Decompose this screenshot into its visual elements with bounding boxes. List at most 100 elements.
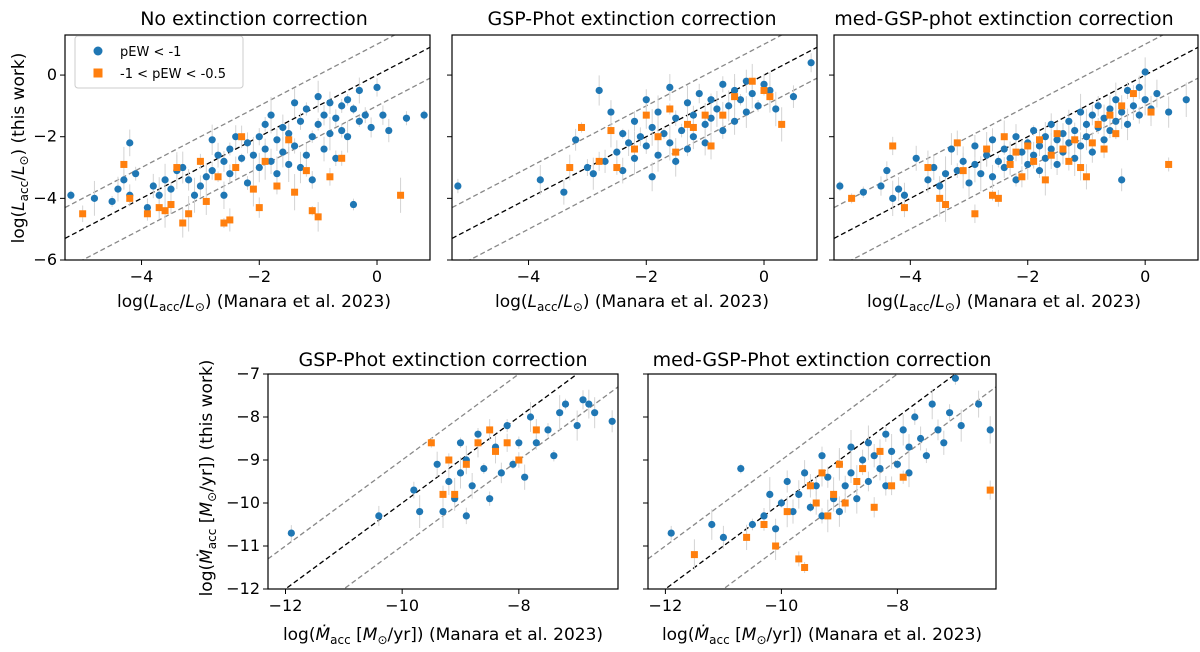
data-point-pew-strong — [1082, 120, 1091, 128]
axes-frame — [64, 34, 431, 261]
data-point-pew-strong — [1006, 154, 1014, 162]
data-point-pew-strong — [595, 86, 603, 95]
data-point-pew-weak — [1100, 145, 1108, 153]
x-tick-label: −10 — [765, 596, 799, 615]
data-point-pew-strong — [379, 111, 387, 119]
data-point-pew-strong — [859, 188, 867, 196]
data-point-pew-strong — [332, 114, 340, 122]
data-point-pew-strong — [583, 163, 592, 172]
y-tick-label: −11 — [226, 536, 260, 555]
data-point-pew-strong — [226, 145, 234, 153]
data-point-pew-strong — [783, 477, 791, 486]
data-point-pew-weak — [179, 219, 187, 227]
data-point-pew-weak — [683, 120, 691, 128]
data-point-pew-strong — [255, 163, 263, 172]
data-point-pew-strong — [320, 145, 328, 153]
data-point-pew-strong — [608, 417, 616, 425]
data-point-pew-strong — [572, 136, 580, 144]
data-point-pew-strong — [556, 409, 564, 417]
axes-frame — [451, 34, 818, 261]
data-point-pew-strong — [544, 426, 552, 434]
data-point-pew-strong — [642, 96, 650, 104]
data-point-pew-strong — [420, 111, 428, 119]
data-point-pew-weak — [214, 173, 222, 181]
x-tick-label: 0 — [372, 267, 382, 286]
data-point-pew-weak — [613, 164, 621, 172]
data-point-pew-weak — [719, 111, 727, 119]
data-point-pew-strong — [889, 194, 897, 202]
y-tick-label: −8 — [236, 407, 260, 426]
x-tick-label: −8 — [886, 596, 910, 615]
data-point-pew-strong — [1135, 111, 1143, 119]
data-point-pew-strong — [486, 495, 494, 503]
data-point-pew-weak — [888, 482, 896, 490]
data-point-pew-weak — [989, 191, 997, 199]
data-point-pew-weak — [1030, 157, 1038, 165]
data-point-pew-weak — [1082, 173, 1090, 181]
data-point-pew-strong — [689, 133, 697, 141]
one-to-one-line — [452, 46, 817, 240]
x-tick-label: −4 — [130, 267, 154, 286]
data-point-pew-strong — [143, 204, 152, 212]
panel-5-xlabel: log(Ṁacc [M⊙/yr]) (Manara et al. 2023) — [662, 624, 982, 647]
data-point-pew-strong — [1071, 154, 1079, 162]
x-tick-label: −2 — [1016, 267, 1040, 286]
data-point-pew-weak — [607, 127, 615, 135]
data-point-pew-strong — [930, 163, 938, 172]
data-point-pew-weak — [566, 164, 574, 172]
data-point-pew-weak — [196, 157, 204, 165]
data-point-pew-strong — [497, 469, 505, 477]
data-point-pew-weak — [1071, 136, 1079, 144]
data-point-pew-weak — [778, 120, 786, 128]
panel-4-ylabel: log(Ṁacc [M⊙/yr]) (this work) — [196, 360, 219, 597]
data-point-pew-strong — [667, 529, 675, 537]
data-point-pew-weak — [1000, 133, 1008, 141]
data-point-pew-strong — [185, 176, 193, 184]
data-point-pew-strong — [847, 443, 855, 451]
data-point-pew-strong — [742, 108, 750, 116]
data-point-pew-strong — [532, 439, 540, 447]
x-tick-label: −4 — [899, 267, 923, 286]
data-point-pew-weak — [812, 499, 820, 507]
data-point-pew-weak — [1112, 130, 1120, 138]
data-point-pew-strong — [585, 400, 593, 408]
data-point-pew-strong — [287, 529, 295, 537]
data-point-pew-strong — [1106, 126, 1114, 135]
data-point-pew-strong — [302, 105, 310, 113]
data-point-pew-strong — [474, 430, 482, 438]
data-point-pew-strong — [683, 145, 692, 153]
data-point-pew-strong — [630, 117, 639, 125]
data-point-pew-strong — [736, 96, 745, 104]
data-point-pew-strong — [630, 154, 639, 162]
data-point-pew-strong — [934, 426, 942, 434]
data-point-pew-weak — [515, 456, 523, 464]
panel-3-plot: −4 −2 0 — [829, 34, 1199, 286]
data-point-pew-strong — [888, 447, 896, 455]
offset-line-1 — [268, 374, 520, 560]
data-point-pew-weak — [835, 460, 843, 468]
data-point-pew-strong — [296, 163, 305, 172]
data-point-pew-strong — [290, 142, 299, 150]
data-point-pew-strong — [983, 151, 991, 159]
data-point-pew-strong — [120, 176, 128, 184]
data-point-pew-strong — [456, 469, 465, 477]
data-point-pew-strong — [719, 533, 728, 542]
data-point-pew-strong — [748, 89, 756, 98]
panel-1-xlabel: log(Lacc/L⊙) (Manara et al. 2023) — [117, 292, 391, 314]
axes-frame — [833, 34, 1199, 261]
data-point-pew-strong — [1012, 176, 1020, 184]
data-point-pew-weak — [942, 201, 950, 209]
data-point-pew-strong — [648, 123, 656, 132]
data-point-pew-strong — [290, 99, 299, 107]
data-point-pew-strong — [654, 151, 662, 159]
data-point-pew-weak — [261, 157, 269, 165]
data-point-pew-strong — [905, 469, 913, 477]
data-point-pew-weak — [167, 201, 175, 209]
data-point-pew-weak — [1094, 120, 1102, 128]
data-point-pew-strong — [672, 114, 680, 122]
data-point-pew-strong — [853, 495, 861, 503]
data-point-pew-weak — [1106, 111, 1114, 119]
data-point-pew-strong — [108, 197, 116, 206]
data-point-pew-strong — [332, 154, 340, 162]
